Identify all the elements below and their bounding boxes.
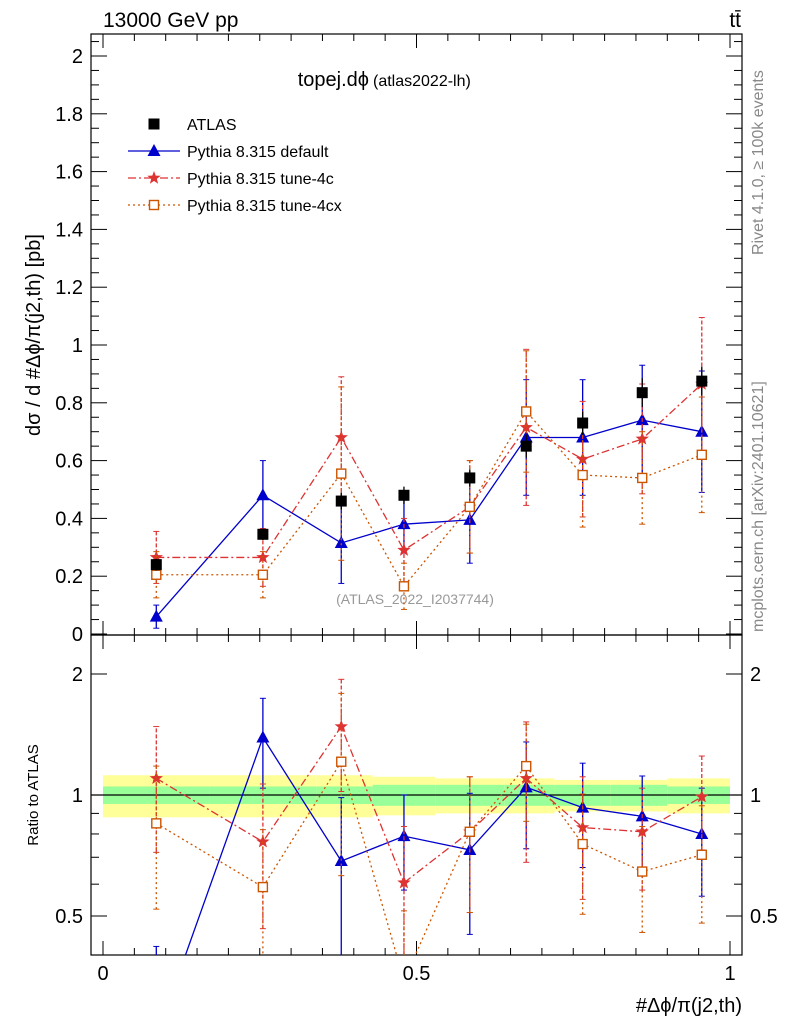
x-tick-label: 0 [97,963,108,985]
legend-atlas-label: ATLAS [187,117,237,134]
ratio-tick-label: 2 [72,664,83,686]
pythia-8-315-default-point [256,488,270,501]
pythia-8-315-tune-4c-ratio-point [334,719,348,733]
analysis-watermark: (ATLAS_2022_I2037744) [336,591,494,607]
pythia-8-315-default-point [397,517,411,530]
pythia-8-315-tune-4c-ratio-point [695,789,709,803]
y-tick-label: 1.4 [55,219,83,241]
y-tick-label: 0.4 [55,508,83,530]
pythia-8-315-tune-4cx-ratio-point [336,756,347,767]
pythia-8-315-tune-4cx-point [398,581,410,592]
ratio-tick-label: 0.5 [55,906,83,928]
legend: ATLAS Pythia 8.315 default Pythia 8.315 tu… [128,117,342,215]
pythia-8-315-default-point [149,609,163,622]
pythia-8-315-tune-4c-line [156,383,703,559]
legend-pythia-8-315-tune-4cx-marker [148,199,160,211]
ratio-uncertainty-bands [91,775,742,818]
pythia-8-315-tune-4c-point [334,430,348,444]
y-tick-label: 0.8 [55,393,83,415]
pythia-8-315-tune-4cx-point [637,472,648,484]
legend-pythia-8-315-default-marker [147,144,161,156]
y-tick-label: 0.6 [55,451,83,473]
pythia-8-315-tune-4cx-point [696,449,707,461]
y-tick-label: 2 [72,46,83,68]
pythia-8-315-default-line [155,419,702,618]
pythia-8-315-tune-4cx-ratio-point [637,866,648,877]
atlas-point [150,559,162,571]
main-series [149,317,709,629]
y-tick-label: 0 [72,624,83,646]
ratio-tick-label: 2 [750,664,761,686]
atlas-point [464,472,476,484]
pythia-8-315-tune-4cx-ratio-point [257,881,269,893]
pythia-8-315-tune-4cx-point [257,569,269,580]
pythia-8-315-default-point [334,535,348,548]
pythia-8-315-tune-4cx-ratio-point [577,838,588,850]
pythia-8-315-tune-4cx-point [151,569,162,580]
pythia-8-315-tune-4cx-ratio-point [151,818,162,829]
atlas-point [257,528,269,540]
chart-subtitle: (atlas2022-lh) [373,73,471,90]
x-axis-label: #Δϕ/π(j2,th) [636,995,742,1017]
rivet-version-label: Rivet 4.1.0, ≥ 100k events [750,70,767,255]
pythia-8-315-tune-4cx-line [156,410,703,588]
legend-pythia-8-315-tune-4c-label: Pythia 8.315 tune-4c [187,171,334,188]
ratio-tick-label: 0.5 [750,906,778,928]
mcplots-label: mcplots.cern.ch [arXiv:2401.10621] [750,381,767,632]
pythia-8-315-tune-4cx-ratio-point [521,760,532,772]
atlas-point [577,417,589,429]
pythia-8-315-default-ratio-point [397,829,411,842]
y-axis-label: dσ / d #Δϕ/π(j2,th) [pb] [23,234,45,436]
ratio-series [149,678,709,955]
atlas-point [636,387,648,399]
y-tick-label: 1 [72,335,83,357]
pythia-8-315-tune-4cx-point [464,501,475,513]
axes: 0 0.5 1 0 0.2 0.4 0.6 0.8 1 1.2 1.4 1.6 1.8 2 0.5 0.5 1 1… [55,34,778,985]
pythia-8-315-tune-4cx-point [577,469,588,481]
ratio-tick-label: 1 [750,785,761,807]
pythia-8-315-tune-4c-point [397,543,411,556]
pythia-8-315-default-ratio-point [256,730,270,743]
atlas-point [335,495,347,507]
x-tick-label: 0.5 [403,963,431,985]
legend-atlas-marker [148,118,160,130]
pythia-8-315-tune-4cx-ratio-point [464,826,475,837]
atlas-point [696,375,708,387]
y-tick-label: 1.8 [55,104,83,126]
pythia-8-315-default-point [463,512,477,525]
x-tick-label: 1 [724,963,735,985]
y-tick-label: 1.6 [55,162,83,184]
pythia-8-315-tune-4cx-ratio-point [696,849,707,860]
atlas-point [398,489,410,501]
pythia-8-315-tune-4cx-point [336,468,347,479]
pythia-8-315-tune-4cx-point [521,406,532,417]
ratio-y-axis-label: Ratio to ATLAS [25,744,42,845]
energy-label: 13000 GeV pp [103,9,238,32]
legend-pythia-8-315-default-label: Pythia 8.315 default [187,144,329,161]
atlas-point [520,440,532,452]
pythia-8-315-tune-4c-ratio-point [397,875,411,889]
y-tick-label: 0.2 [55,566,83,588]
legend-pythia-8-315-tune-4c-marker [147,171,161,184]
pythia-8-315-tune-4c-point [576,452,590,465]
pythia-8-315-tune-4c-ratio-point [256,834,270,848]
pythia-8-315-tune-4c-ratio-point [519,771,533,784]
ratio-tick-label: 1 [72,785,83,807]
legend-pythia-8-315-tune-4cx-label: Pythia 8.315 tune-4cx [187,198,342,215]
chart-title: topej.dϕ [298,69,369,91]
pythia-8-315-tune-4c-ratio-point [576,820,590,834]
process-label: tt̄ [729,9,741,32]
y-tick-label: 1.2 [55,277,83,299]
